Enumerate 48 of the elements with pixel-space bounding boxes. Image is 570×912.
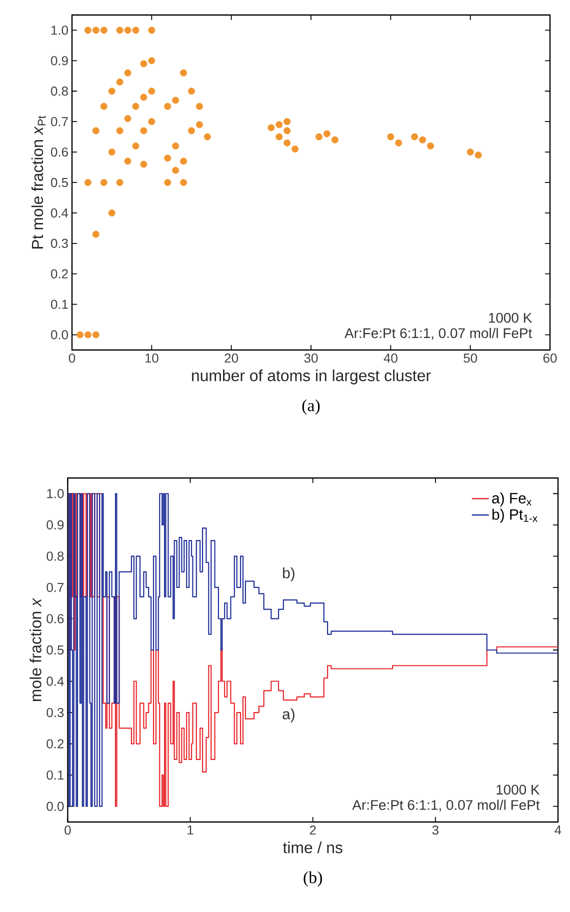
x-axis-title: time / ns <box>282 842 342 854</box>
y-tick-label: 0.1 <box>46 770 64 780</box>
y-tick-label: 0.0 <box>50 330 68 340</box>
y-tick-label: 0.4 <box>46 676 64 686</box>
text: (b) <box>304 871 322 887</box>
x-tick-label: 20 <box>224 354 238 363</box>
y-tick-label: 0.3 <box>46 708 64 718</box>
x-tick-label: 2 <box>310 826 316 835</box>
annotation: Ar:Fe:Pt 6:1:1, 0.07 mol/l FePt <box>352 800 540 812</box>
legend-label: b) Pt$_{1-x}$ <box>492 508 538 523</box>
y-axis-title: mole fraction x <box>30 598 42 701</box>
y-axis-title: Pt mole fraction x$_{Pt}$ <box>31 116 46 248</box>
y-tick-label: 0.3 <box>50 238 68 248</box>
y-tick-label: 0.5 <box>50 178 68 188</box>
y-tick-label: 1.0 <box>51 26 68 35</box>
y-tick-label: 0.2 <box>50 269 68 278</box>
y-tick-label: 0.0 <box>46 802 64 811</box>
x-tick-label: 10 <box>145 354 158 363</box>
x-tick-label: 60 <box>543 354 557 363</box>
y-tick-label: 0.8 <box>50 86 68 96</box>
annotation: 1000 K <box>489 312 532 323</box>
y-tick-label: 0.1 <box>50 300 68 309</box>
x-tick-label: 30 <box>304 354 318 363</box>
x-tick-label: 4 <box>554 826 562 834</box>
x-tick-label: 1 <box>188 826 194 834</box>
x-tick-label: 3 <box>432 826 438 835</box>
y-tick-label: 0.7 <box>46 582 64 592</box>
x-tick-label: 40 <box>384 354 398 363</box>
annotation: a) <box>282 708 294 722</box>
y-tick-label: 0.8 <box>46 552 64 561</box>
y-tick-label: 0.2 <box>46 739 64 748</box>
x-tick-label: 50 <box>464 354 478 363</box>
y-tick-label: 0.6 <box>46 614 64 624</box>
legend-label: a) Fe$_{x}$ <box>492 492 532 506</box>
y-tick-label: 0.4 <box>50 208 68 218</box>
y-tick-label: 0.6 <box>50 147 68 157</box>
y-tick-label: 0.9 <box>50 56 68 66</box>
x-axis-title: number of atoms in largest cluster <box>192 370 431 384</box>
x-tick-label: 0 <box>68 354 76 363</box>
y-tick-label: 0.5 <box>46 645 64 655</box>
annotation: 1000 K <box>496 784 540 795</box>
y-tick-label: 0.7 <box>50 116 68 126</box>
y-tick-label: 1.0 <box>47 489 64 498</box>
annotation: Ar:Fe:Pt 6:1:1, 0.07 mol/l FePt <box>344 328 532 340</box>
x-tick-label: 0 <box>64 826 71 835</box>
y-tick-label: 0.9 <box>46 520 64 530</box>
annotation: b) <box>283 567 294 582</box>
text: (a) <box>302 399 320 415</box>
